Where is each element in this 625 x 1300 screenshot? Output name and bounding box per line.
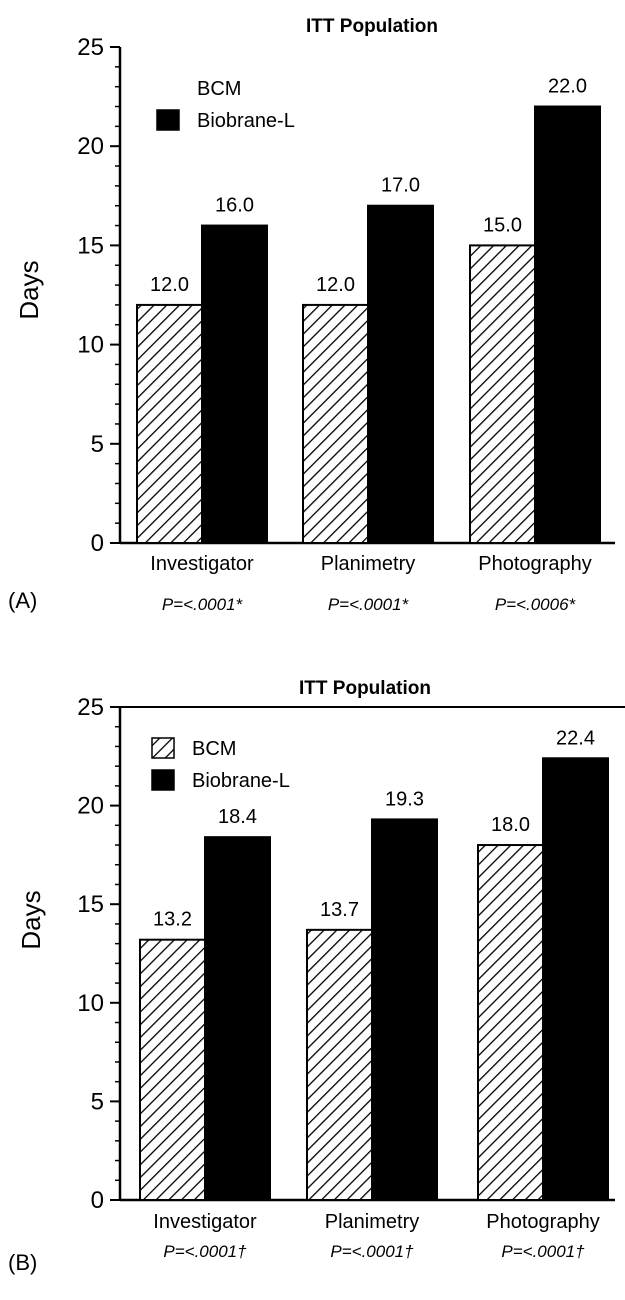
biobrane-bar: [371, 818, 438, 1202]
chart-svg: ITT Population 0 5 10 15 20 25 Days 12.0 16.0 Inve…: [8, 16, 615, 614]
y-tick-label: 10: [77, 990, 104, 1017]
legend-label-bcm: BCM: [197, 78, 241, 100]
y-tick-label: 25: [77, 694, 104, 721]
category-label: Investigator: [150, 553, 254, 575]
biobrane-bar: [542, 757, 609, 1201]
biobrane-bar: [204, 836, 271, 1201]
legend-swatch-bcm: [151, 737, 175, 759]
legend-label-biobrane: Biobrane-L: [197, 110, 295, 132]
legend-label-biobrane: Biobrane-L: [192, 770, 290, 792]
data-label: 15.0: [483, 214, 522, 236]
p-value-label: P=<.0001*: [328, 595, 410, 614]
chart-svg: ITT Population 0 5 10 15 20 25 Days 13.2 18.4 Inve…: [8, 678, 625, 1275]
legend-label-bcm: BCM: [192, 738, 236, 760]
data-label: 17.0: [381, 175, 420, 197]
y-tick-label: 5: [91, 1088, 104, 1115]
y-tick-label: 0: [91, 1187, 104, 1214]
bcm-bar: [306, 928, 373, 1201]
chart-title: ITT Population: [306, 16, 438, 37]
legend-swatch-biobrane: [156, 109, 180, 131]
data-label: 12.0: [316, 274, 355, 296]
y-tick-label: 15: [77, 891, 104, 918]
data-label: 22.0: [548, 76, 587, 98]
bar-chart-a: ITT Population 0 5 10 15 20 25 Days 12.0 16.0 Inve…: [0, 0, 625, 640]
bcm-bar: [136, 303, 203, 545]
data-label: 13.2: [153, 909, 192, 931]
p-value-label: P=<.0001†: [330, 1242, 414, 1261]
biobrane-bar: [534, 105, 601, 545]
p-value-label: P=<.0001*: [162, 595, 244, 614]
y-tick-label: 20: [77, 793, 104, 820]
data-label: 16.0: [215, 195, 254, 217]
category-label: Photography: [486, 1211, 599, 1233]
y-tick-label: 10: [77, 332, 104, 359]
data-label: 18.0: [491, 814, 530, 836]
data-label: 13.7: [320, 899, 359, 921]
biobrane-bar: [367, 204, 434, 544]
y-tick-label: 25: [77, 34, 104, 61]
data-label: 19.3: [385, 788, 424, 810]
p-value-label: P=<.0001†: [501, 1242, 585, 1261]
category-label: Planimetry: [321, 553, 415, 575]
y-tick-label: 0: [91, 530, 104, 557]
y-axis-label: Days: [16, 890, 46, 949]
legend-swatch-biobrane: [151, 769, 175, 791]
p-value-label: P=<.0001†: [163, 1242, 247, 1261]
y-tick-label: 5: [91, 431, 104, 458]
category-label: Investigator: [153, 1211, 257, 1233]
y-axis-label: Days: [14, 260, 44, 319]
bcm-bar: [477, 844, 544, 1201]
bcm-bar: [139, 938, 206, 1201]
bar-chart-b: ITT Population 0 5 10 15 20 25 Days 13.2 18.4 Inve…: [0, 655, 625, 1295]
category-label: Planimetry: [325, 1211, 419, 1233]
y-tick-label: 15: [77, 232, 104, 259]
bcm-bar: [302, 303, 369, 545]
data-label: 12.0: [150, 274, 189, 296]
data-label: 22.4: [556, 727, 595, 749]
panel-label: (A): [8, 588, 37, 613]
panel-label: (B): [8, 1250, 37, 1275]
category-label: Photography: [478, 553, 591, 575]
p-value-label: P=<.0006*: [495, 595, 577, 614]
y-tick-label: 20: [77, 133, 104, 160]
biobrane-bar: [201, 224, 268, 544]
chart-title: ITT Population: [299, 678, 431, 699]
bcm-bar: [469, 244, 536, 544]
data-label: 18.4: [218, 806, 257, 828]
